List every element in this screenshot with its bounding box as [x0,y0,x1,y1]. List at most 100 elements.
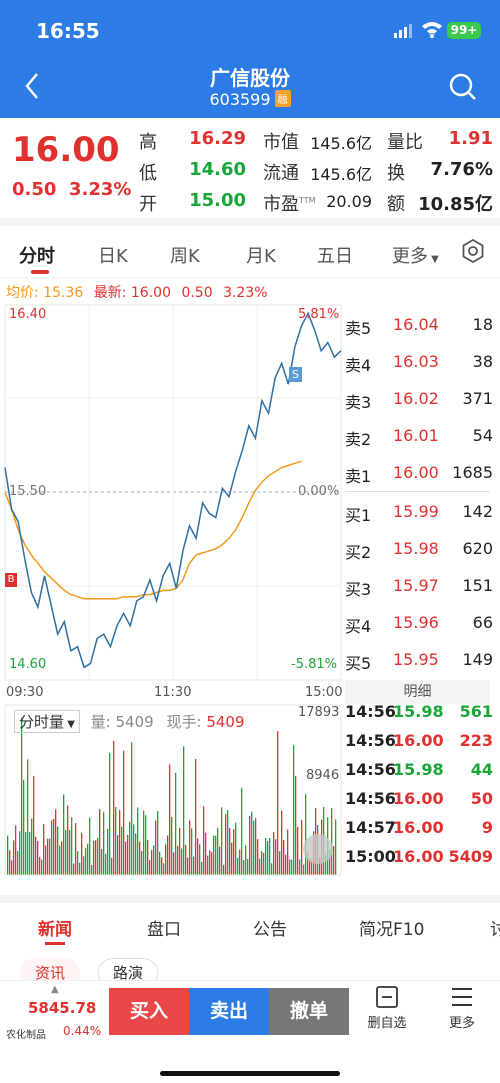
tab-five-day[interactable]: 五日 [317,246,353,267]
bid-row-2[interactable]: 买2 15.98 620 [345,530,495,566]
volume-bar [127,834,129,875]
ask-label: 卖1 [345,467,372,486]
volume-bar [159,851,161,875]
axis-time-start: 09:30 [6,685,44,700]
volume-bar [9,850,11,875]
bid-volume: 620 [462,539,493,558]
bid-label: 买2 [345,543,372,562]
settings-icon[interactable] [461,239,485,263]
ask-row-5[interactable]: 卖5 16.04 18 [345,306,495,342]
open-value: 15.00 [189,190,246,211]
axis-top-price: 16.40 [9,307,47,322]
buy-marker-icon[interactable]: B [5,573,17,587]
volume-bar [69,829,71,875]
volume-bar [71,817,73,875]
volume-bar [249,815,251,875]
volume-bar [77,851,79,875]
volume-bar [189,820,191,875]
tab-more[interactable]: 更多 ▼ [392,242,439,268]
volume-bar [227,810,229,875]
change-percent: 3.23% [68,179,132,200]
sector-name[interactable]: 农化制品 [6,1030,46,1041]
volume-bar [57,826,59,875]
volume-selector[interactable]: 分时量 ▼ [14,710,80,733]
cellular-signal-icon [394,24,412,38]
ask-row-4[interactable]: 卖4 16.03 38 [345,343,495,379]
tick-time: 14:56 [345,702,396,721]
tab-timeshare[interactable]: 分时 [19,246,55,267]
bid-row-5[interactable]: 买5 15.95 149 [345,641,495,677]
bid-row-4[interactable]: 买4 15.96 66 [345,604,495,640]
wifi-icon [422,22,442,38]
axis-bottom-price: 14.60 [9,657,47,672]
volume-bar [169,764,171,875]
bid-label: 买1 [345,506,372,525]
volume-bar [147,839,149,875]
delete-favorite-label: 删自选 [367,1016,407,1031]
trade-detail-header[interactable]: 明细 [345,680,490,704]
volume-label: 量: [90,713,111,731]
volume-bar [209,850,211,875]
volume-bar [287,829,289,875]
tab-f10[interactable]: 简况F10 [359,920,425,940]
tick-row: 14:56 15.98 44 [345,756,495,785]
axis-top-pct: 5.81% [298,307,340,322]
tab-daily-k[interactable]: 日K [98,246,128,267]
volume-bar [277,731,279,875]
tick-volume: 44 [470,760,493,779]
chart-change: 0.50 [181,285,213,301]
tick-price: 15.98 [393,760,444,779]
mktcap-label: 市值 [263,132,299,153]
volume-bar [237,857,239,875]
intraday-chart[interactable] [0,300,342,880]
stock-title: 广信股份 [210,66,290,90]
cancel-order-button[interactable]: 撤单 [269,988,349,1035]
tab-weekly-k[interactable]: 周K [170,246,200,267]
volume-bar [99,809,101,875]
volume-bar [271,863,273,875]
sell-button[interactable]: 卖出 [189,988,269,1035]
tab-orderbook[interactable]: 盘口 [147,920,181,940]
turnover-label: 换 [387,163,405,184]
volume-bar [135,833,137,875]
tab-discussion[interactable]: 讨 [490,920,500,940]
ask-row-1[interactable]: 卖1 16.00 1685 [345,454,495,490]
volume-bar [255,818,257,875]
ask-price: 16.00 [393,463,439,482]
sell-marker[interactable]: S [289,367,302,382]
volratio-value: 1.91 [448,128,493,149]
volume-bar [165,844,167,875]
ask-row-2[interactable]: 卖2 16.01 54 [345,417,495,453]
volume-bar [251,811,253,875]
volume-bar [239,849,241,875]
tab-announcements[interactable]: 公告 [253,920,287,940]
volume-bar [39,856,41,875]
ask-row-3[interactable]: 卖3 16.02 371 [345,380,495,416]
volume-bar [7,835,9,875]
tick-row: 14:56 16.00 223 [345,727,495,756]
bid-row-1[interactable]: 买1 15.99 142 [345,493,495,529]
more-button[interactable]: 更多 [440,986,484,1031]
volume-bar [145,815,147,875]
bid-row-3[interactable]: 买3 15.97 151 [345,567,495,603]
hand-value: 5409 [206,713,245,731]
volume-max: 17893 [298,705,340,720]
volume-bar [91,864,93,875]
volume-bar [269,837,271,875]
tab-news[interactable]: 新闻 [38,920,72,940]
volume-bar [167,835,169,875]
volume-bar [211,852,213,875]
buy-button[interactable]: 买入 [109,988,189,1035]
volume-panel-border [4,704,342,876]
sector-index-value[interactable]: 5845.78 [28,999,97,1017]
tab-monthly-k[interactable]: 月K [246,246,276,267]
bid-price: 15.96 [393,613,439,632]
volume-bar [13,840,15,875]
tick-price: 16.00 [393,847,444,866]
volume-bar [73,863,75,875]
delete-favorite-button[interactable]: 删自选 [363,986,411,1031]
search-icon[interactable] [448,72,478,102]
back-icon[interactable] [24,72,40,100]
volume-bar [207,855,209,875]
fullscreen-icon[interactable] [303,834,333,864]
